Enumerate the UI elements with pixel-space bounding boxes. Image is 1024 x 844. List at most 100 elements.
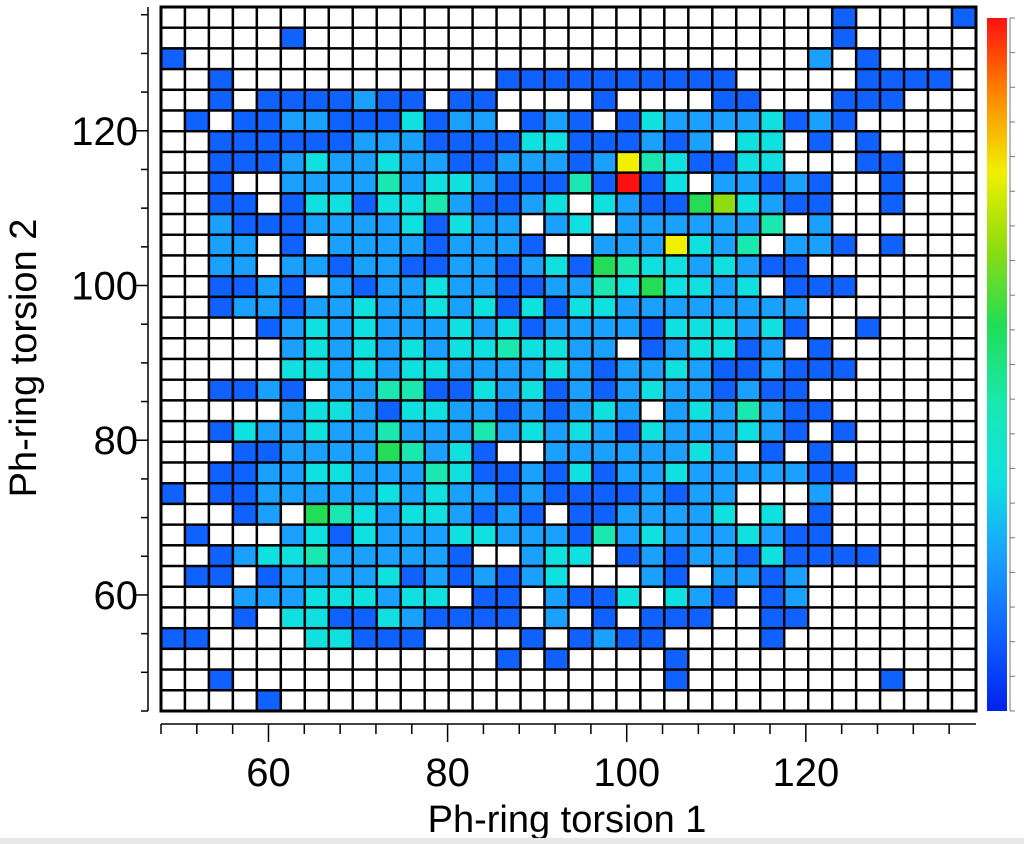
empty-bin (735, 585, 762, 609)
empty-bin (351, 668, 378, 692)
empty-bin (711, 647, 738, 671)
heatmap-cell (830, 233, 858, 257)
heatmap-cell (327, 544, 354, 568)
heatmap-cell (591, 399, 618, 423)
heatmap-cell (543, 109, 570, 133)
empty-bin (207, 26, 235, 50)
heatmap-cell (567, 357, 594, 381)
empty-bin (902, 378, 930, 402)
empty-bin (783, 647, 810, 671)
heatmap-cell (615, 192, 642, 216)
empty-bin (830, 502, 858, 526)
empty-bin (950, 564, 978, 588)
heatmap-cell (759, 544, 786, 568)
empty-bin (183, 482, 211, 506)
heatmap-cell (711, 67, 738, 92)
heatmap-cell (231, 544, 259, 568)
empty-bin (878, 378, 906, 402)
empty-bin (878, 47, 906, 71)
empty-bin (902, 461, 930, 485)
empty-bin (926, 606, 954, 630)
empty-bin (447, 689, 474, 713)
heatmap-cell (471, 564, 498, 588)
empty-bin (543, 668, 570, 692)
heatmap-cell (423, 482, 450, 506)
heatmap-cell (783, 544, 810, 568)
empty-bin (255, 5, 283, 29)
empty-bin (399, 47, 426, 71)
empty-bin (183, 130, 211, 154)
heatmap-cell (663, 378, 690, 402)
empty-bin (830, 192, 858, 216)
heatmap-cell (543, 337, 570, 361)
heatmap-cell (663, 502, 690, 526)
heatmap-cell (711, 357, 738, 381)
empty-bin (902, 440, 930, 464)
empty-bin (854, 171, 882, 195)
heatmap-cell (878, 233, 906, 257)
heatmap-cell (303, 109, 330, 133)
heatmap-cell (735, 337, 762, 361)
heatmap-cell (447, 419, 474, 444)
empty-bin (878, 212, 906, 236)
empty-bin (783, 26, 810, 50)
empty-bin (926, 212, 954, 236)
heatmap-cell (615, 109, 642, 133)
heatmap-cell (567, 523, 594, 547)
heatmap-cell (471, 316, 498, 340)
heatmap-cell (447, 461, 474, 485)
heatmap-cell (423, 502, 450, 526)
heatmap-cell (303, 171, 330, 195)
empty-bin (255, 399, 283, 423)
empty-bin (735, 606, 762, 630)
heatmap-cell (375, 585, 402, 609)
empty-bin (423, 5, 450, 29)
heatmap-cell (735, 399, 762, 423)
empty-bin (423, 88, 450, 112)
empty-bin (471, 626, 498, 651)
heatmap-cell (495, 254, 522, 278)
heatmap-cell (615, 482, 642, 506)
heatmap-cell (399, 606, 426, 630)
heatmap-cell (615, 461, 642, 485)
empty-bin (519, 668, 546, 692)
heatmap-cell (423, 440, 450, 464)
heatmap-cell (279, 88, 307, 112)
heatmap-cell (543, 564, 570, 588)
empty-bin (926, 585, 954, 609)
empty-bin (878, 130, 906, 154)
empty-bin (878, 5, 906, 29)
empty-bin (854, 647, 882, 671)
empty-bin (830, 171, 858, 195)
heatmap-cell (255, 295, 283, 319)
heatmap-cell (639, 440, 666, 464)
empty-bin (231, 337, 259, 361)
heatmap-cell (735, 130, 762, 154)
heatmap-cell (375, 378, 402, 402)
y-tick-label: 120 (71, 110, 138, 154)
empty-bin (711, 26, 738, 50)
heatmap-cell (231, 192, 259, 216)
heatmap-cell (471, 440, 498, 464)
colorbar (987, 17, 1015, 712)
heatmap-cell (327, 150, 354, 174)
heatmap-cell (303, 88, 330, 112)
empty-bin (567, 26, 594, 50)
empty-bin (711, 606, 738, 630)
empty-bin (615, 337, 642, 361)
heatmap-cell (663, 337, 690, 361)
heatmap-cell (351, 233, 378, 257)
heatmap-cell (207, 419, 235, 444)
heatmap-cell (351, 440, 378, 464)
heatmap-cell (950, 5, 978, 29)
empty-bin (183, 233, 211, 257)
empty-bin (735, 626, 762, 651)
empty-bin (615, 647, 642, 671)
heatmap-cell (471, 274, 498, 299)
heatmap-cell (878, 192, 906, 216)
empty-bin (159, 274, 187, 299)
heatmap-cell (351, 254, 378, 278)
empty-bin (183, 295, 211, 319)
heatmap-cell (303, 295, 330, 319)
heatmap-cell (495, 606, 522, 630)
